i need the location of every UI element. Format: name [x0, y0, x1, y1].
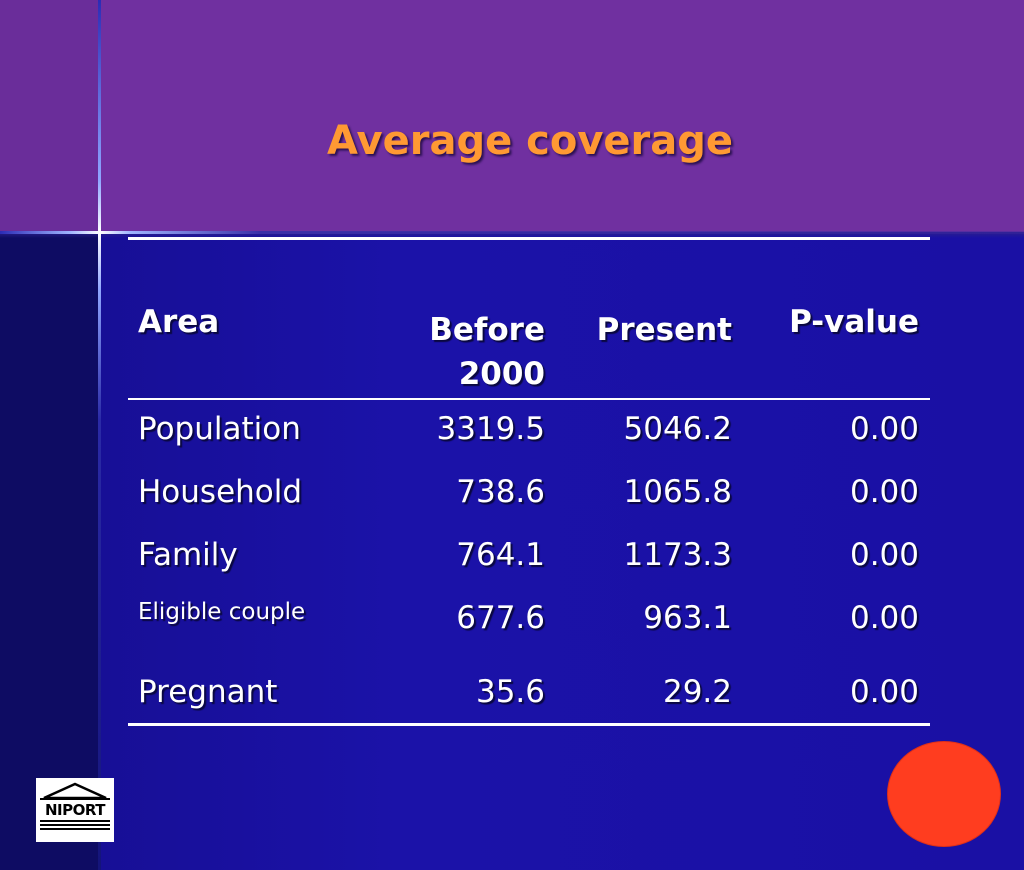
cell-area: Pregnant [138, 674, 278, 710]
header-before-line2: 2000 [458, 356, 545, 392]
vertical-accent-line [98, 0, 101, 870]
header-present: Present [596, 312, 732, 348]
cell-before: 35.6 [475, 674, 545, 710]
cell-pvalue: 0.00 [849, 537, 919, 573]
cell-area: Population [138, 411, 301, 447]
cell-present: 1065.8 [623, 474, 732, 510]
header-left-panel [0, 0, 99, 232]
cell-pvalue: 0.00 [849, 600, 919, 636]
horizontal-accent-line [0, 231, 1024, 234]
table-header-rule [128, 398, 930, 400]
cell-present: 963.1 [643, 600, 732, 636]
cell-before: 738.6 [456, 474, 545, 510]
cell-pvalue: 0.00 [849, 474, 919, 510]
cell-present: 5046.2 [623, 411, 732, 447]
header-pvalue: P-value [789, 304, 919, 340]
logo-text: NIPORT [45, 801, 106, 819]
cell-before: 764.1 [456, 537, 545, 573]
table-bottom-rule [128, 723, 930, 726]
red-circle-decoration [887, 741, 1001, 847]
cell-area: Eligible couple [138, 599, 306, 625]
cell-area: Family [138, 537, 238, 573]
header-band [0, 0, 1024, 232]
cell-pvalue: 0.00 [849, 674, 919, 710]
header-shadow [0, 232, 1024, 238]
header-before-line1: Before [429, 312, 545, 348]
niport-logo: NIPORT [36, 778, 114, 842]
cell-before: 677.6 [456, 600, 545, 636]
header-area: Area [138, 304, 220, 340]
cell-present: 29.2 [662, 674, 732, 710]
building-roof-icon [40, 782, 110, 830]
table-top-rule [128, 237, 930, 240]
slide-title: Average coverage [326, 118, 733, 164]
cell-area: Household [138, 474, 303, 510]
cell-pvalue: 0.00 [849, 411, 919, 447]
cell-before: 3319.5 [436, 411, 545, 447]
cell-present: 1173.3 [623, 537, 732, 573]
